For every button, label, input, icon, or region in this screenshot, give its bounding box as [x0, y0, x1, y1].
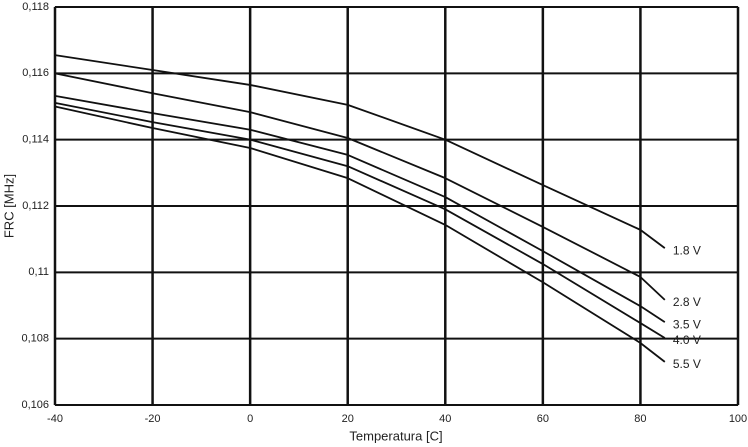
- series-line: [54, 101, 666, 339]
- y-tick-label: 0,106: [21, 399, 49, 411]
- series-line: [54, 72, 666, 301]
- x-axis-title: Temperatura [C]: [349, 428, 442, 443]
- x-tick-label: 0: [247, 413, 253, 425]
- y-tick-label: 0,114: [22, 134, 49, 146]
- series-label: 5.5 V: [673, 357, 701, 371]
- series-line: [54, 105, 666, 363]
- x-tick-label: 80: [634, 413, 646, 425]
- y-tick-label: 0,116: [22, 67, 49, 79]
- x-tick-label: -20: [145, 413, 161, 425]
- series-label: 2.8 V: [673, 295, 701, 309]
- series-label: 4.0 V: [673, 333, 701, 347]
- y-tick-label: 0,11: [28, 266, 49, 278]
- x-tick-label: -40: [47, 413, 63, 425]
- y-axis-title: FRC [MHz]: [1, 174, 16, 238]
- series-label: 1.8 V: [673, 243, 701, 257]
- y-tick-label: 0,118: [22, 1, 49, 13]
- x-tick-label: 20: [342, 413, 354, 425]
- x-tick-label: 60: [537, 413, 549, 425]
- x-tick-label: 40: [439, 413, 451, 425]
- series-line: [54, 54, 666, 249]
- y-tick-label: 0,108: [21, 333, 49, 345]
- series-line: [54, 95, 666, 323]
- series-label: 3.5 V: [673, 317, 701, 331]
- y-tick-label: 0,112: [22, 200, 49, 212]
- x-tick-label: 100: [729, 413, 747, 425]
